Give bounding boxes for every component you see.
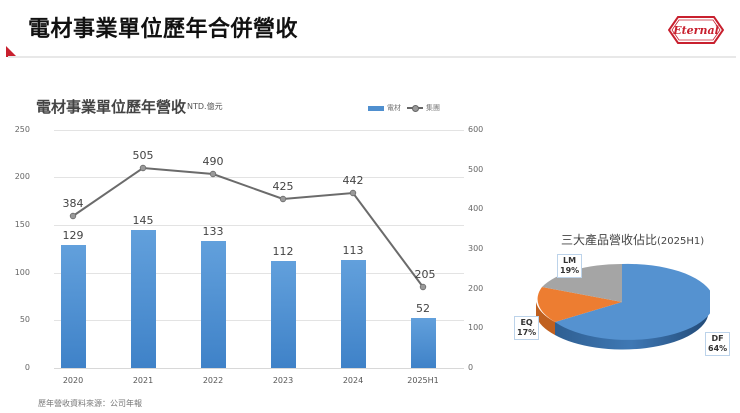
left-axis-tick: 100 — [14, 268, 30, 277]
line-value-label: 490 — [202, 155, 224, 168]
bar-chart-title: 電材事業單位歷年營收 — [36, 98, 187, 116]
bar-2024[interactable] — [341, 260, 366, 368]
bar-value-label: 129 — [62, 229, 84, 242]
x-axis-label: 2022 — [202, 376, 224, 385]
gridline — [54, 273, 464, 274]
bar-2020[interactable] — [61, 245, 86, 368]
line-value-label: 425 — [272, 180, 294, 193]
x-axis-label: 2023 — [272, 376, 294, 385]
left-axis-tick: 200 — [14, 172, 30, 181]
page-title: 電材事業單位歷年合併營收 — [28, 17, 299, 42]
legend-bar: 電材 — [368, 103, 401, 113]
bar-value-label: 145 — [132, 214, 154, 227]
pie-label-df: DF 64% — [705, 332, 731, 356]
left-axis-tick: 50 — [19, 315, 30, 324]
right-axis-tick: 200 — [468, 284, 484, 293]
line-value-label: 384 — [62, 197, 84, 210]
right-axis-tick: 500 — [468, 165, 484, 174]
x-axis-label: 2024 — [342, 376, 364, 385]
title-accent-triangle — [6, 46, 17, 57]
right-axis-tick: 300 — [468, 244, 484, 253]
pie-chart-title: 三大產品營收佔比(2025H1) — [561, 233, 705, 247]
legend-line: 集團 — [407, 103, 440, 113]
x-axis-label: 2020 — [62, 376, 84, 385]
bar-value-label: 112 — [272, 245, 294, 258]
pie-label-eq: EQ 17% — [514, 316, 540, 340]
data-source-note: 歷年營收資料來源：公司年報 — [38, 399, 142, 408]
left-axis-tick: 250 — [14, 125, 30, 134]
bar-2021[interactable] — [131, 230, 156, 368]
line-value-label: 505 — [132, 149, 154, 162]
bar-2025h1[interactable] — [411, 318, 436, 368]
line-swatch-icon — [407, 105, 423, 112]
right-axis-tick: 0 — [468, 363, 474, 372]
gridline — [54, 130, 464, 131]
gridline — [54, 225, 464, 226]
line-value-label: 205 — [414, 268, 436, 281]
bar-value-label: 133 — [202, 225, 224, 238]
right-axis-tick: 100 — [468, 323, 484, 332]
svg-text:Eternal: Eternal — [672, 24, 719, 37]
x-axis-label: 2021 — [132, 376, 154, 385]
left-axis-tick: 0 — [24, 363, 30, 372]
title-divider — [8, 56, 736, 58]
x-axis-line — [54, 368, 464, 369]
chart-legend: 電材 集團 — [368, 103, 440, 113]
x-axis-label: 2025H1 — [407, 376, 439, 385]
line-value-label: 442 — [342, 174, 364, 187]
bar-value-label: 113 — [342, 244, 364, 257]
bar-value-label: 52 — [416, 302, 430, 315]
pie-label-lm: LM 19% — [557, 254, 583, 278]
right-axis-tick: 400 — [468, 204, 484, 213]
gridline — [54, 177, 464, 178]
bar-2022[interactable] — [201, 241, 226, 368]
eternal-logo: Eternal — [668, 16, 724, 44]
gridline — [54, 320, 464, 321]
bar-chart-unit: NTD.億元 — [187, 102, 223, 111]
left-axis-tick: 150 — [14, 220, 30, 229]
bar-swatch-icon — [368, 105, 384, 111]
right-axis-tick: 600 — [468, 125, 484, 134]
bar-2023[interactable] — [271, 261, 296, 368]
pie-chart[interactable] — [530, 262, 710, 372]
